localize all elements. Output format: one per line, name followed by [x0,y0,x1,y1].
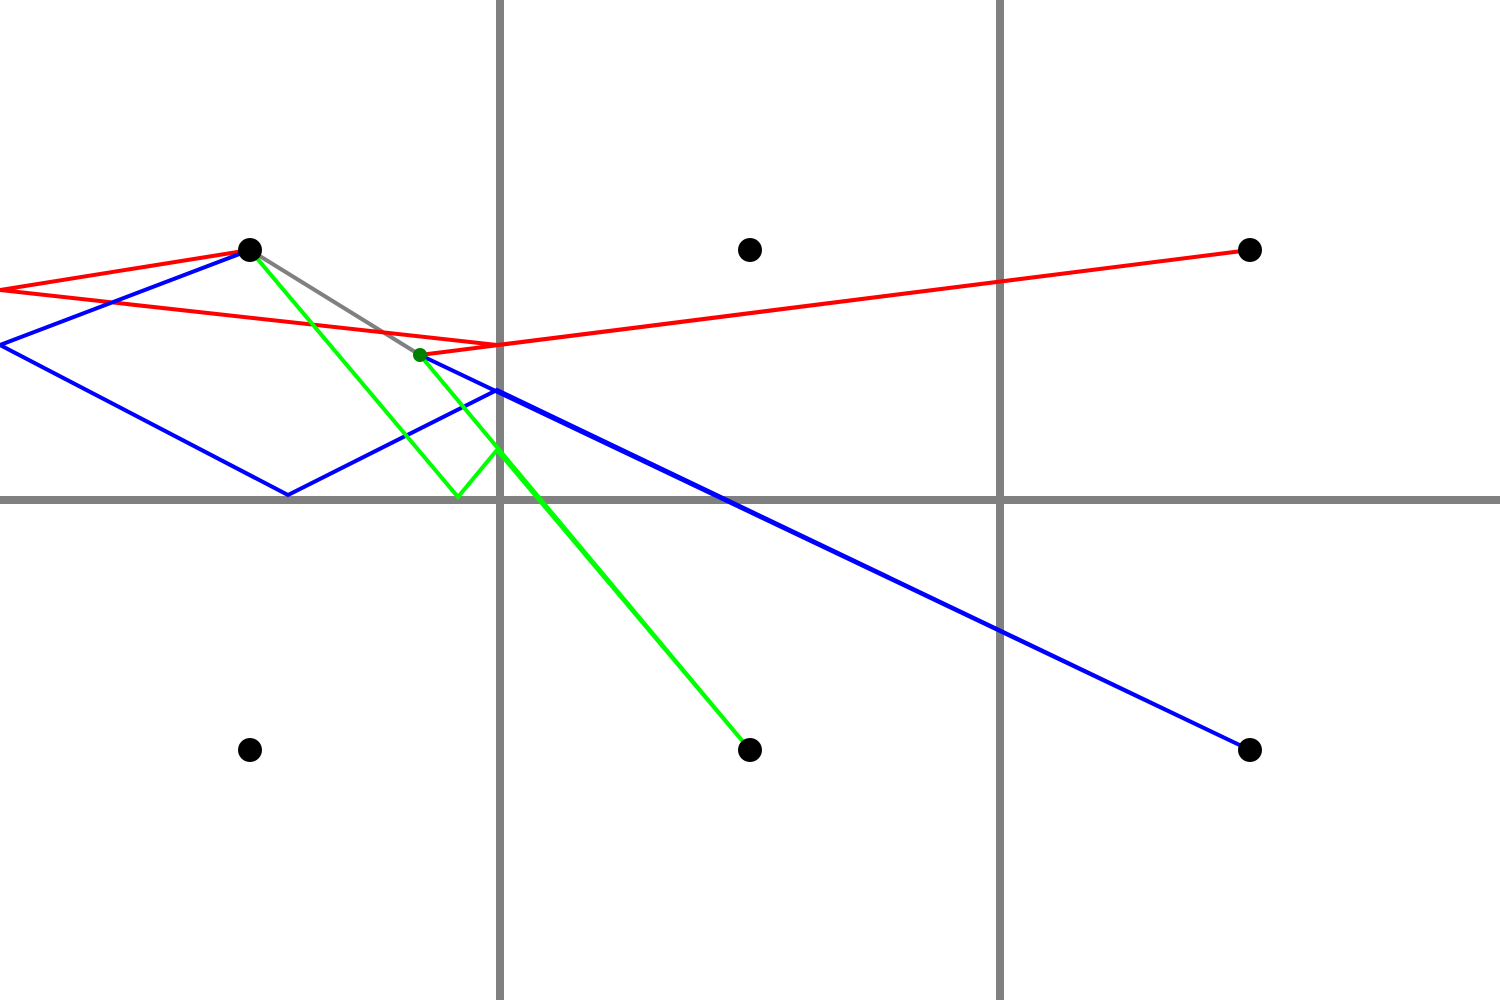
cell-center-marker-1-0 [738,238,762,262]
reflection-point-marker [413,348,427,362]
red-ray-path [0,248,1251,357]
direct-ray [248,248,422,357]
green-ray-path [248,248,752,752]
cell-center-marker-0-0 [238,238,262,262]
cell-center-marker-2-1 [1238,738,1262,762]
cell-center-marker-2-0 [1238,238,1262,262]
cell-center-markers [238,238,1262,762]
cell-center-marker-1-1 [738,738,762,762]
cell-center-marker-0-1 [238,738,262,762]
blue-ray-path [0,248,1251,752]
